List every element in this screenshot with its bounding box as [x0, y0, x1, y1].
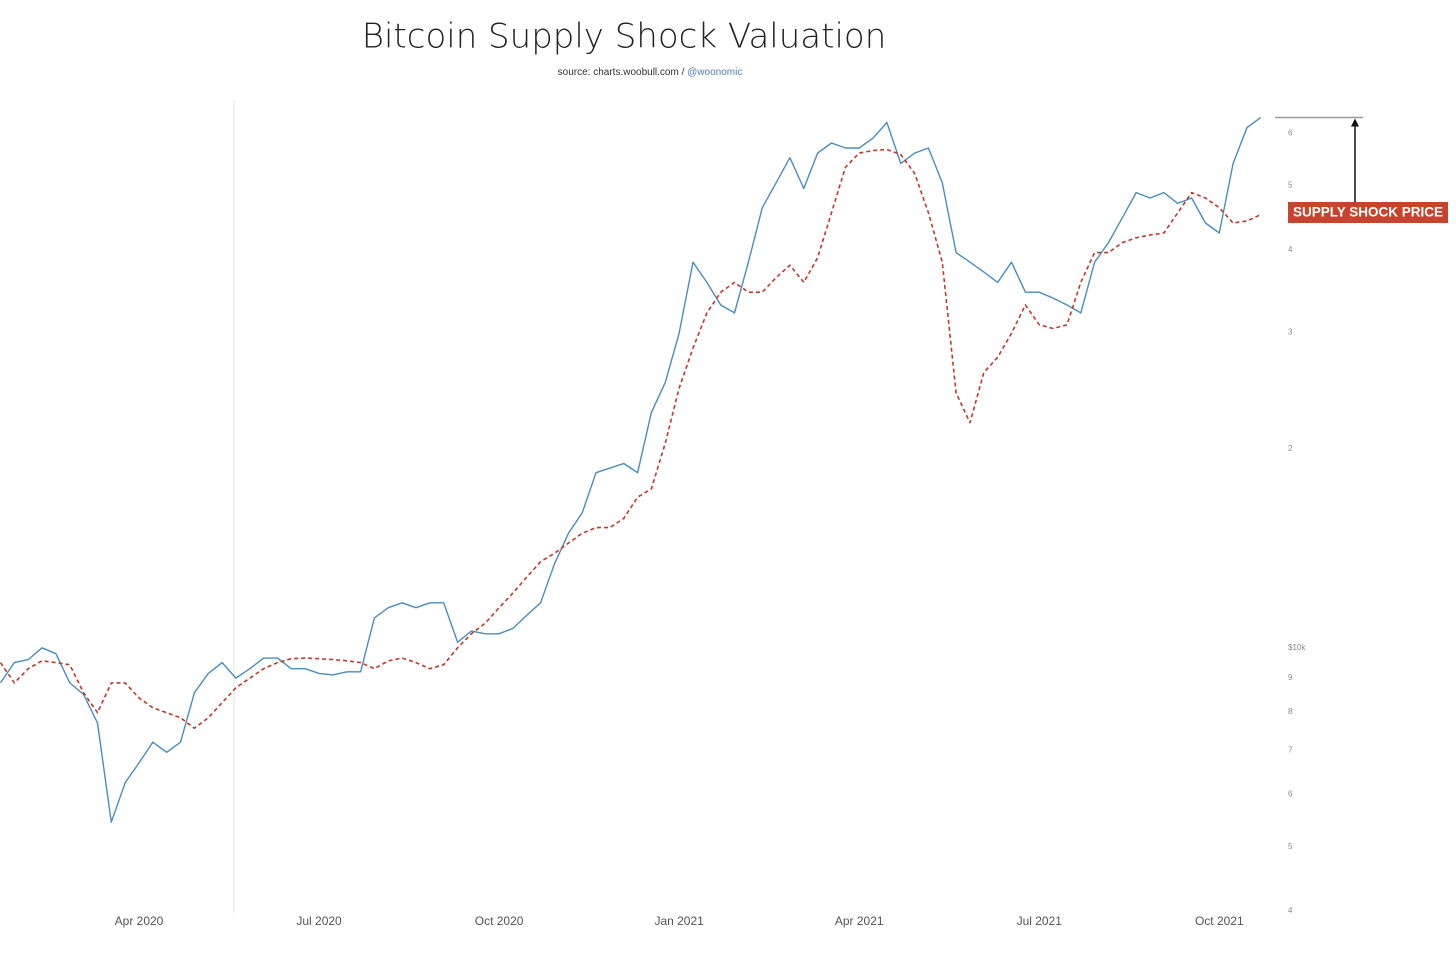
annotation-box — [1288, 202, 1448, 223]
dashed-line — [0, 148, 1262, 729]
subtitle-handle: @woonomic — [687, 67, 742, 78]
y-tick-label: 6 — [1288, 790, 1293, 799]
x-tick-label: Apr 2021 — [835, 914, 884, 928]
y-tick-label: 9 — [1288, 673, 1293, 682]
x-tick-label: Jan 2021 — [654, 914, 704, 928]
chart-subtitle: source: charts.woobull.com / @woonomic — [558, 67, 743, 78]
subtitle-source: source: charts.woobull.com / — [558, 67, 685, 78]
price-line — [0, 116, 1262, 823]
y-tick-label: 7 — [1288, 745, 1293, 754]
y-tick-label: 6 — [1288, 128, 1293, 137]
annotation: SUPPLY SHOCK PRICE — [1293, 205, 1443, 220]
y-tick-label: 8 — [1288, 707, 1293, 716]
y-tick-label: $10k — [1288, 643, 1306, 652]
chart-title: Bitcoin Supply Shock Valuation — [362, 17, 887, 57]
y-tick-label: 3 — [1288, 327, 1293, 336]
x-tick-label: Jul 2020 — [296, 914, 342, 928]
y-tick-label: 5 — [1288, 842, 1293, 851]
plot-area: 4 5 6 7 8 9 $10k 2 3 4 5 6 Apr 2020 Jul 2020 Oct 2020 J… — [0, 116, 1306, 928]
y-tick-label: 5 — [1288, 181, 1293, 190]
arrowhead — [1351, 118, 1359, 127]
x-tick-label: Apr 2020 — [115, 914, 164, 928]
x-tick-label: Oct 2021 — [1195, 914, 1244, 928]
y-tick-label: 4 — [1288, 906, 1293, 915]
y-tick-label: 4 — [1288, 245, 1293, 254]
x-tick-label: Jul 2021 — [1017, 914, 1063, 928]
x-tick-label: Oct 2020 — [475, 914, 524, 928]
y-tick-label: 2 — [1288, 444, 1293, 453]
